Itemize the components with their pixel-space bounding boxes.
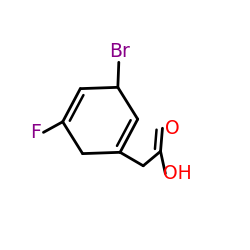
Text: OH: OH: [162, 164, 191, 183]
Text: O: O: [165, 119, 180, 138]
Text: F: F: [30, 123, 40, 142]
Text: Br: Br: [109, 42, 130, 61]
